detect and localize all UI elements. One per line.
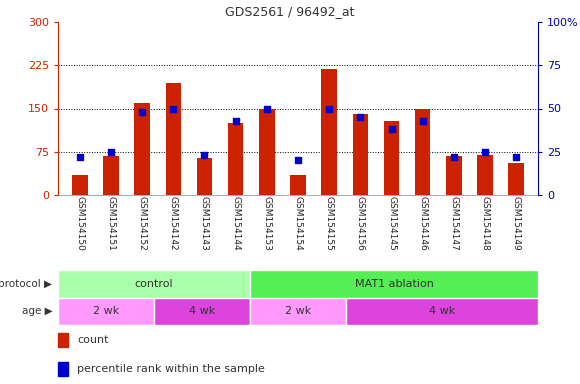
Bar — [58, 333, 68, 347]
Bar — [477, 155, 493, 195]
Text: GSM154153: GSM154153 — [262, 197, 271, 252]
Bar — [259, 109, 274, 195]
Bar — [509, 163, 524, 195]
Text: GSM154146: GSM154146 — [418, 197, 427, 251]
Text: GSM154144: GSM154144 — [231, 197, 240, 251]
Bar — [250, 298, 346, 325]
Point — [231, 118, 240, 124]
Point — [293, 157, 303, 164]
Bar — [446, 156, 462, 195]
Bar — [103, 156, 119, 195]
Point — [418, 118, 427, 124]
Bar — [346, 298, 538, 325]
Bar — [58, 362, 68, 376]
Text: GSM154154: GSM154154 — [293, 197, 303, 251]
Text: control: control — [135, 279, 173, 289]
Text: GSM154143: GSM154143 — [200, 197, 209, 251]
Text: GSM154155: GSM154155 — [325, 197, 333, 252]
Point — [325, 106, 334, 112]
Text: age ▶: age ▶ — [21, 306, 52, 316]
Bar — [154, 298, 250, 325]
Text: GSM154152: GSM154152 — [137, 197, 147, 251]
Point — [262, 106, 271, 112]
Text: GDS2561 / 96492_at: GDS2561 / 96492_at — [225, 5, 355, 18]
Text: GSM154142: GSM154142 — [169, 197, 178, 251]
Bar — [72, 175, 88, 195]
Text: 4 wk: 4 wk — [429, 306, 455, 316]
Text: GSM154148: GSM154148 — [480, 197, 490, 251]
Text: GSM154156: GSM154156 — [356, 197, 365, 252]
Bar — [290, 175, 306, 195]
Point — [106, 149, 115, 155]
Bar — [250, 270, 538, 298]
Text: count: count — [77, 335, 108, 345]
Bar — [197, 157, 212, 195]
Point — [137, 109, 147, 115]
Point — [387, 126, 396, 132]
Point — [169, 106, 178, 112]
Point — [449, 154, 458, 160]
Text: protocol ▶: protocol ▶ — [0, 279, 52, 289]
Text: GSM154151: GSM154151 — [107, 197, 115, 252]
Text: percentile rank within the sample: percentile rank within the sample — [77, 364, 265, 374]
Bar — [321, 69, 337, 195]
Bar — [415, 109, 430, 195]
Text: GSM154149: GSM154149 — [512, 197, 521, 251]
Text: GSM154145: GSM154145 — [387, 197, 396, 251]
Bar — [58, 270, 250, 298]
Bar — [135, 103, 150, 195]
Point — [512, 154, 521, 160]
Bar — [353, 114, 368, 195]
Text: MAT1 ablation: MAT1 ablation — [354, 279, 433, 289]
Text: GSM154147: GSM154147 — [450, 197, 458, 251]
Bar — [384, 121, 399, 195]
Point — [75, 154, 85, 160]
Bar — [228, 123, 244, 195]
Point — [480, 149, 490, 155]
Text: 2 wk: 2 wk — [285, 306, 311, 316]
Point — [200, 152, 209, 158]
Text: 4 wk: 4 wk — [189, 306, 215, 316]
Bar — [58, 298, 154, 325]
Text: GSM154150: GSM154150 — [75, 197, 84, 252]
Point — [356, 114, 365, 120]
Bar — [165, 83, 181, 195]
Text: 2 wk: 2 wk — [93, 306, 119, 316]
